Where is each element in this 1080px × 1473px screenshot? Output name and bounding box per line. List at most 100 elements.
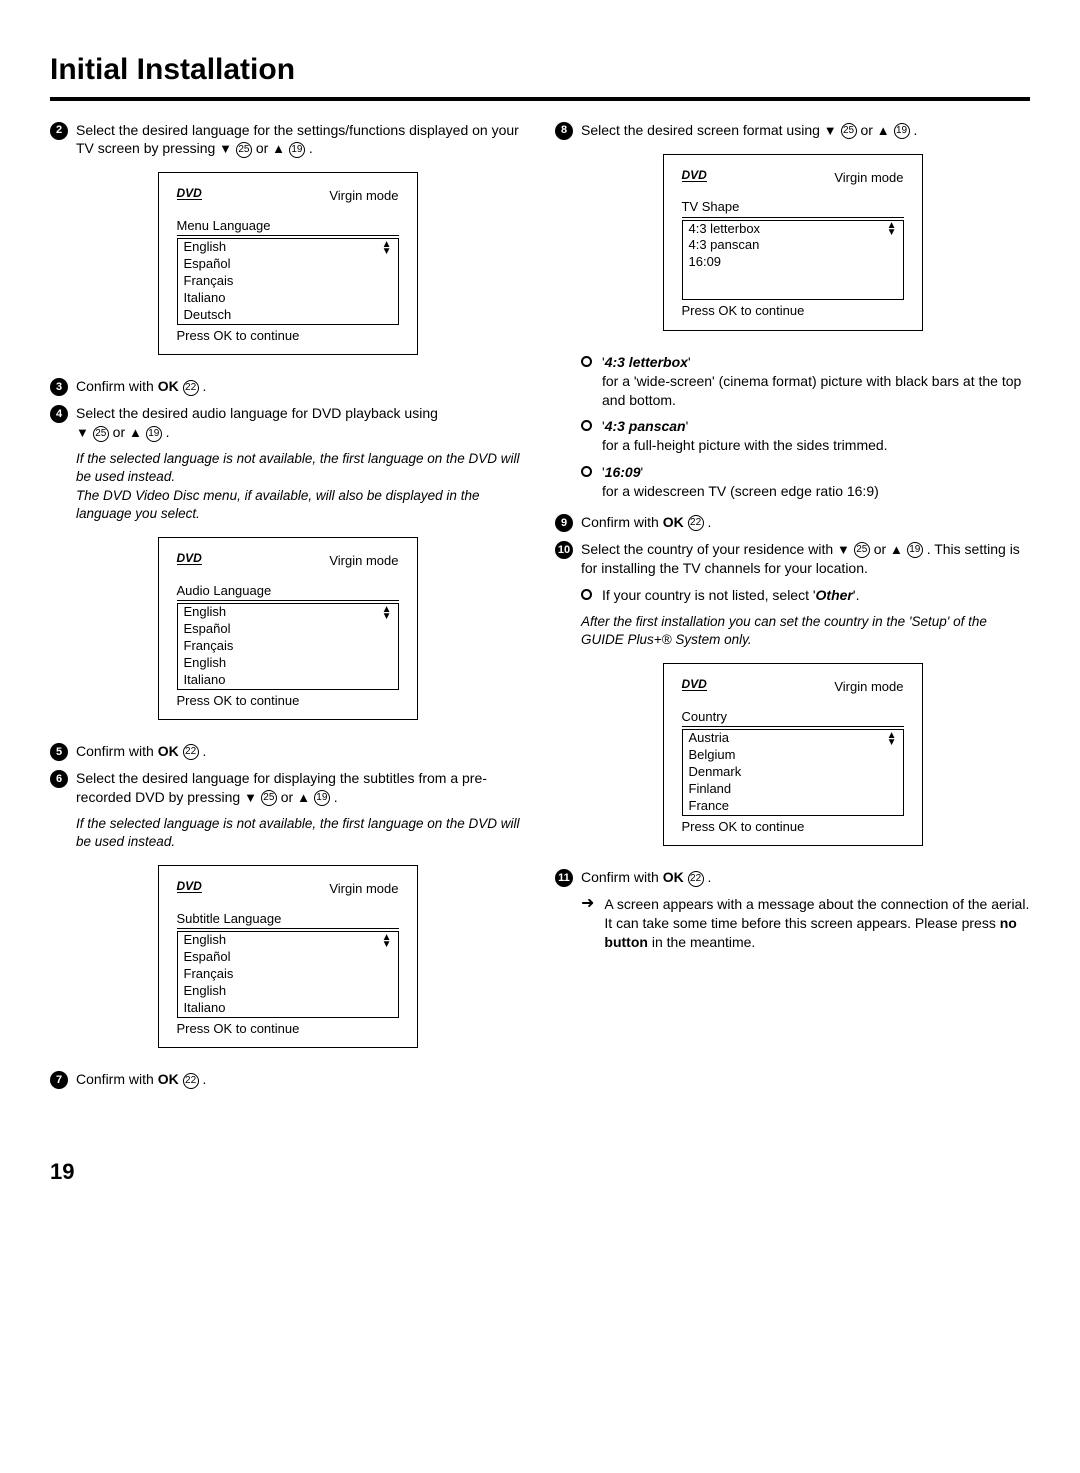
tv-screen-country: DVD Virgin mode Country Austria ▲▼ Belgi… [663,663,923,846]
option-body: '4:3 panscan' for a full-height picture … [602,417,1030,455]
note-text: After the first installation you can set… [581,613,1030,649]
step-text: Confirm with [581,514,663,530]
dvd-logo: DVD [177,880,202,893]
key-ref: 19 [907,542,923,558]
step-11: 11 Confirm with OK 22 . [555,868,1030,887]
list-item-label: Belgium [689,747,736,764]
period: . [202,743,206,759]
option-row: '4:3 panscan' for a full-height picture … [581,417,1030,455]
step-4: 4 Select the desired audio language for … [50,404,525,442]
list-item: 4:3 panscan [683,237,903,254]
or-text: or [860,122,876,138]
step-text: Confirm with [581,869,663,885]
circle-bullet-icon [581,356,592,367]
key-ref: 25 [854,542,870,558]
bullet-text: A screen appears with a message about th… [604,896,1029,912]
list-item-label: Italiano [184,290,226,307]
tv-list: English ▲▼ Español Français Italiano Deu… [177,238,399,324]
key-ref: 22 [688,871,704,887]
list-item-label: Deutsch [184,307,232,324]
tv-shape-options: '4:3 letterbox' for a 'wide-screen' (cin… [581,353,1030,501]
option-body: '16:09' for a widescreen TV (screen edge… [602,463,1030,501]
list-item: Italiano [178,672,398,689]
up-arrow-icon: ▲ [877,123,890,138]
list-item: 4:3 letterbox ▲▼ [683,221,903,238]
dvd-logo: DVD [177,187,202,200]
list-item-label: Denmark [689,764,742,781]
circle-bullet-icon [581,589,592,600]
option-row: '4:3 letterbox' for a 'wide-screen' (cin… [581,353,1030,410]
circle-bullet-icon [581,420,592,431]
key-ref: 19 [894,123,910,139]
period: . [707,514,711,530]
tv-list: English ▲▼ Español Français English Ital… [177,931,399,1017]
tv-mode-label: Virgin mode [834,169,903,187]
tv-footer: Press OK to continue [682,302,904,320]
option-body: '4:3 letterbox' for a 'wide-screen' (cin… [602,353,1030,410]
list-item: Belgium [683,747,903,764]
step-body: Select the desired audio language for DV… [76,404,525,442]
key-ref: 25 [261,790,277,806]
up-arrow-icon: ▲ [890,542,903,557]
list-item-label: English [184,932,227,949]
list-item: Español [178,949,398,966]
updown-icon: ▲▼ [887,732,897,746]
arrow-bullet-icon: ➜ [581,896,594,952]
tv-list: English ▲▼ Español Français English Ital… [177,603,399,689]
list-item-label: 4:3 letterbox [689,221,761,238]
step-body: Select the desired language for the sett… [76,121,525,159]
page-number: 19 [50,1157,1030,1187]
step-10-sub: If your country is not listed, select 'O… [581,586,1030,605]
content-columns: 2 Select the desired language for the se… [50,121,1030,1098]
list-item-label: Español [184,949,231,966]
step-body: Confirm with OK 22 . [581,868,1030,887]
dvd-logo: DVD [177,552,202,565]
tv-menu-title: Audio Language [177,582,399,602]
step-body: Confirm with OK 22 . [76,1070,525,1089]
up-arrow-icon: ▲ [129,425,142,440]
tv-footer: Press OK to continue [177,1020,399,1038]
period: . [309,140,313,156]
step-text: Confirm with [76,1071,158,1087]
bullet-text: If your country is not listed, select ' [602,587,816,603]
left-column: 2 Select the desired language for the se… [50,121,525,1098]
key-ref: 25 [93,426,109,442]
ok-label: OK [158,378,179,394]
period: . [202,378,206,394]
tv-footer: Press OK to continue [177,692,399,710]
key-ref: 25 [841,123,857,139]
list-item: Denmark [683,764,903,781]
or-text: or [256,140,272,156]
list-item: Finland [683,781,903,798]
step-badge: 4 [50,405,68,423]
key-ref: 25 [236,142,252,158]
list-item-label: Austria [689,730,729,747]
step-text: Select the country of your residence wit… [581,541,837,557]
step-text: Select the desired audio language for DV… [76,405,438,421]
step-badge: 8 [555,122,573,140]
step-10: 10 Select the country of your residence … [555,540,1030,578]
updown-icon: ▲▼ [382,241,392,255]
option-row: '16:09' for a widescreen TV (screen edge… [581,463,1030,501]
step-11-sub: ➜ A screen appears with a message about … [581,895,1030,952]
or-text: or [874,541,890,557]
list-item-label: Español [184,256,231,273]
option-desc: for a 'wide-screen' (cinema format) pict… [602,373,1021,408]
down-arrow-icon: ▼ [244,790,257,805]
list-item-label: 16:09 [689,254,722,271]
up-arrow-icon: ▲ [297,790,310,805]
step-badge: 2 [50,122,68,140]
ok-label: OK [663,869,684,885]
list-item: France [683,798,903,815]
bullet-text-tail: '. [853,587,860,603]
other-label: Other [816,587,853,603]
ok-label: OK [158,1071,179,1087]
list-item: English ▲▼ [178,239,398,256]
step-3: 3 Confirm with OK 22 . [50,377,525,396]
list-item-label: English [184,239,227,256]
list-item: English [178,983,398,1000]
list-item-label: France [689,798,729,815]
tv-list: 4:3 letterbox ▲▼ 4:3 panscan 16:09 [682,220,904,301]
dvd-logo: DVD [682,678,707,691]
list-item: Italiano [178,1000,398,1017]
